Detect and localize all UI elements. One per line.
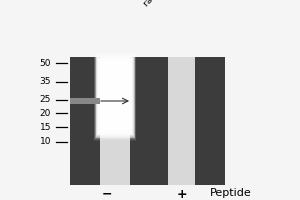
Bar (96, 55, 134, 137)
Bar (99, 60, 131, 132)
Bar (195, 57, 225, 185)
Text: −: − (102, 188, 112, 200)
Text: Peptide: Peptide (210, 188, 252, 198)
Bar (95, 54, 134, 138)
Bar (168, 57, 195, 185)
Bar (94, 52, 136, 140)
Bar (94, 51, 136, 140)
Bar (70, 57, 100, 185)
Bar (99, 60, 131, 132)
Bar (130, 57, 168, 185)
Text: rat muscle: rat muscle (141, 0, 181, 8)
Bar (100, 62, 130, 130)
Bar (70, 98, 100, 104)
Bar (96, 56, 134, 136)
Text: +: + (177, 188, 187, 200)
Bar (100, 57, 130, 185)
Text: 25: 25 (40, 96, 51, 104)
Bar (95, 54, 135, 138)
Text: 15: 15 (40, 122, 51, 132)
Text: 50: 50 (40, 58, 51, 68)
Text: 20: 20 (40, 108, 51, 117)
Bar (97, 57, 133, 135)
Bar (100, 61, 130, 131)
Bar (94, 53, 135, 139)
Bar (98, 59, 132, 133)
Text: 35: 35 (40, 77, 51, 86)
Bar (97, 58, 133, 134)
Text: 10: 10 (40, 138, 51, 146)
Bar (98, 58, 132, 134)
